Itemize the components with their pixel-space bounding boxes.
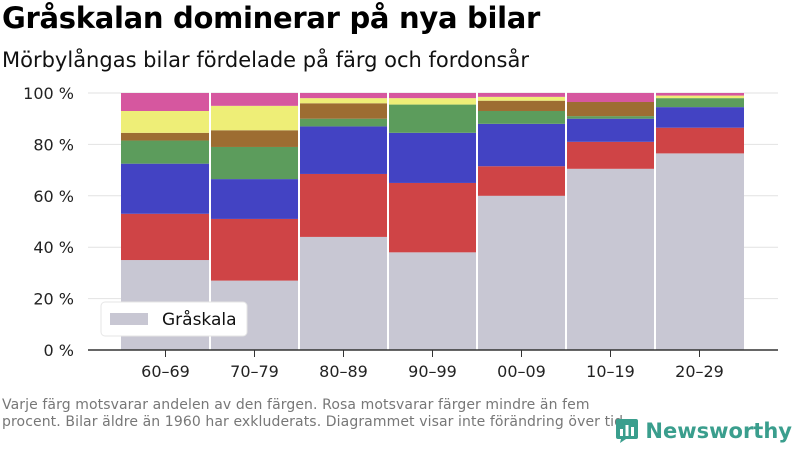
bar-segment (477, 123, 566, 167)
chart-title: Gråskalan dominerar på nya bilar (2, 1, 541, 35)
bar-segment (121, 93, 210, 111)
legend: Gråskala (100, 301, 248, 337)
bar-segment (121, 213, 210, 261)
bar-segment (655, 107, 744, 128)
bar-segment (121, 163, 210, 214)
bar-segment (566, 118, 655, 142)
bar-segment (121, 132, 210, 141)
bar-segment (477, 96, 566, 101)
x-tick-label: 20–29 (675, 362, 724, 381)
bar-segment (210, 218, 299, 281)
bar-segment (566, 101, 655, 117)
bar-segment (299, 126, 388, 174)
bar-segment (299, 93, 388, 99)
y-tick-label: 0 % (44, 341, 74, 360)
bar-segment (655, 127, 744, 154)
bar-segment (566, 93, 655, 102)
y-tick-label: 80 % (33, 135, 74, 154)
footnote: Varje färg motsvarar andelen av den färg… (2, 397, 628, 430)
y-tick-label: 40 % (33, 238, 74, 257)
y-tick-label: 100 % (23, 84, 74, 103)
x-tick-label: 90–99 (408, 362, 457, 381)
bar-segment (299, 173, 388, 237)
x-tick-label: 10–19 (586, 362, 635, 381)
bar-segment (388, 93, 477, 99)
bar-segment (477, 100, 566, 111)
bar-segment (655, 95, 744, 99)
bar-segment (210, 130, 299, 147)
bar-segment (566, 116, 655, 119)
y-tick-label: 60 % (33, 187, 74, 206)
bar-segment (477, 110, 566, 124)
bar-segment (210, 105, 299, 131)
bar-segment (210, 146, 299, 180)
x-tick-label: 70–79 (230, 362, 279, 381)
bar-segment (655, 153, 744, 350)
x-axis-ticks: 60–69 70–79 80–89 90–99 00–09 10–19 20–29 (141, 350, 724, 381)
bar-segment (388, 104, 477, 133)
bar-segment (299, 103, 388, 119)
bar-segment (299, 118, 388, 127)
brand: Newsworthy (615, 418, 792, 444)
brand-name: Newsworthy (645, 419, 792, 443)
bar-segment (477, 195, 566, 350)
bar-segment (388, 182, 477, 253)
y-tick-label: 20 % (33, 290, 74, 309)
bar-segment (655, 98, 744, 108)
y-axis-ticks: 0 % 20 % 40 % 60 % 80 % 100 % (23, 84, 74, 360)
legend-swatch (110, 313, 148, 325)
chart-subtitle: Mörbylångas bilar fördelade på färg och … (2, 48, 529, 72)
x-tick-label: 60–69 (141, 362, 190, 381)
bar-segment (210, 93, 299, 106)
bar-segment (299, 236, 388, 350)
bar-segment (210, 179, 299, 219)
newsworthy-logo-icon (616, 419, 639, 443)
bar-segment (566, 168, 655, 350)
bar-segment (388, 98, 477, 105)
legend-label: Gråskala (162, 309, 237, 330)
bar-segment (477, 93, 566, 97)
bar-segment (477, 166, 566, 196)
bar-segment (299, 98, 388, 104)
x-tick-label: 00–09 (497, 362, 546, 381)
bar-segment (121, 110, 210, 133)
bar-segment (388, 132, 477, 183)
x-tick-label: 80–89 (319, 362, 368, 381)
bar-segment (655, 93, 744, 96)
bar-segment (388, 252, 477, 350)
legend-box (100, 301, 248, 337)
bar-segment (566, 141, 655, 169)
bar-segment (121, 140, 210, 164)
